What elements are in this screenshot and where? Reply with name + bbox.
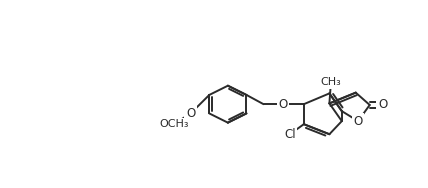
Text: Cl: Cl	[284, 128, 296, 141]
Text: O: O	[354, 115, 363, 128]
Text: O: O	[378, 99, 387, 111]
Text: CH₃: CH₃	[321, 77, 341, 87]
Text: O: O	[278, 98, 288, 111]
Text: OCH₃: OCH₃	[159, 119, 188, 129]
Text: O: O	[186, 107, 195, 120]
